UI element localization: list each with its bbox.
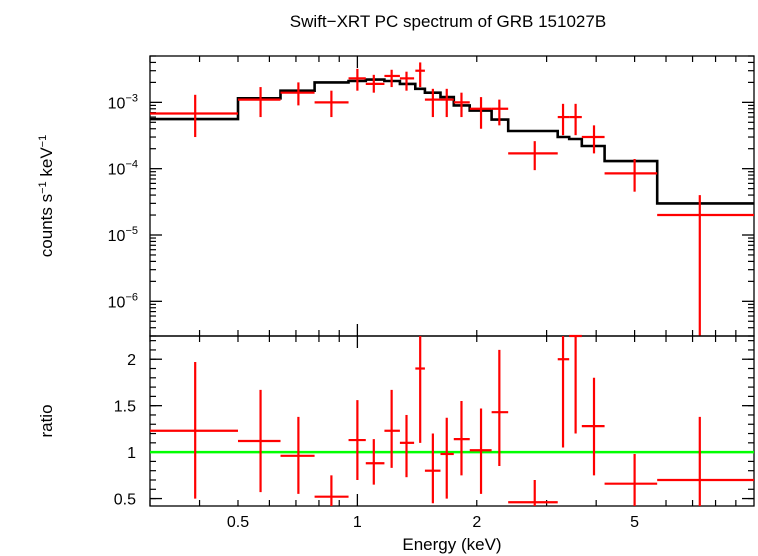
spectrum-point xyxy=(365,74,385,93)
spectrum-panel: 10−6 10−5 10−4 10−3 xyxy=(108,55,755,337)
ratio-point xyxy=(453,401,470,476)
ratio-point xyxy=(280,416,315,494)
spectrum-point xyxy=(384,69,400,88)
ratio-y-tick-label: 0.5 xyxy=(114,492,136,509)
ratio-point xyxy=(384,389,400,468)
ratio-point xyxy=(557,336,570,448)
spectrum-point xyxy=(314,90,349,118)
spectrum-axis-ticks xyxy=(149,55,754,337)
ratio-y-axis-label: ratio xyxy=(37,404,56,437)
ratio-point xyxy=(508,479,558,506)
spectrum-point xyxy=(453,92,470,118)
ratio-point xyxy=(415,336,425,443)
spectrum-point xyxy=(469,97,492,129)
ratio-y-tick-label: 1 xyxy=(127,445,136,462)
ratio-data-points xyxy=(150,334,754,506)
x-tick-label: 0.5 xyxy=(227,514,249,531)
spectrum-point xyxy=(569,103,582,136)
spectrum-point xyxy=(424,88,441,118)
spectrum-point xyxy=(440,88,454,118)
ratio-point xyxy=(569,334,582,434)
chart-title: Swift−XRT PC spectrum of GRB 151027B xyxy=(290,12,606,31)
model-step-line xyxy=(150,78,754,205)
ratio-panel: 0.5 1 1.5 2 0.5 1 2 5 xyxy=(114,334,755,531)
y-tick-label: 10−5 xyxy=(108,225,138,245)
spectrum-y-tick-labels: 10−6 10−5 10−4 10−3 xyxy=(108,92,138,311)
spectrum-point xyxy=(491,99,509,126)
ratio-point xyxy=(237,389,281,493)
spectrum-point xyxy=(150,94,238,138)
spectrum-point xyxy=(657,195,754,336)
ratio-point xyxy=(150,362,238,499)
ratio-y-tick-label: 2 xyxy=(127,352,136,369)
spectrum-point xyxy=(508,141,558,171)
ratio-y-tick-label: 1.5 xyxy=(114,399,136,416)
ratio-point xyxy=(657,416,754,506)
spectrum-data-points xyxy=(150,62,754,336)
ratio-panel-frame xyxy=(149,335,755,507)
spectrum-point xyxy=(237,87,281,118)
spectrum-point xyxy=(399,71,415,91)
ratio-point xyxy=(440,417,454,499)
ratio-point xyxy=(424,433,441,504)
spectrum-point xyxy=(604,158,658,192)
energy-x-tick-labels: 0.5 1 2 5 xyxy=(227,514,639,531)
ratio-point xyxy=(491,349,509,467)
ratio-point xyxy=(604,453,658,506)
y-tick-label: 10−4 xyxy=(108,159,138,179)
ratio-point xyxy=(581,377,605,476)
spectrum-y-axis-label: counts s−1 keV−1 xyxy=(37,135,56,257)
x-tick-label: 5 xyxy=(630,514,639,531)
ratio-point xyxy=(365,439,385,485)
y-tick-label: 10−6 xyxy=(108,291,138,311)
spectrum-point xyxy=(280,82,315,106)
x-tick-label: 2 xyxy=(472,514,481,531)
ratio-point xyxy=(348,400,366,480)
spectrum-model-steps xyxy=(150,78,754,205)
ratio-point xyxy=(399,414,415,478)
spectrum-point xyxy=(415,62,425,88)
ratio-point xyxy=(314,475,349,506)
spectrum-point xyxy=(581,125,605,154)
energy-x-axis-label: Energy (keV) xyxy=(402,535,501,554)
y-tick-label: 10−3 xyxy=(108,92,138,112)
spectrum-point xyxy=(348,68,366,91)
spectrum-point xyxy=(557,103,570,136)
ratio-point xyxy=(469,408,492,494)
ratio-y-tick-labels: 0.5 1 1.5 2 xyxy=(114,352,136,508)
x-tick-label: 1 xyxy=(353,514,362,531)
